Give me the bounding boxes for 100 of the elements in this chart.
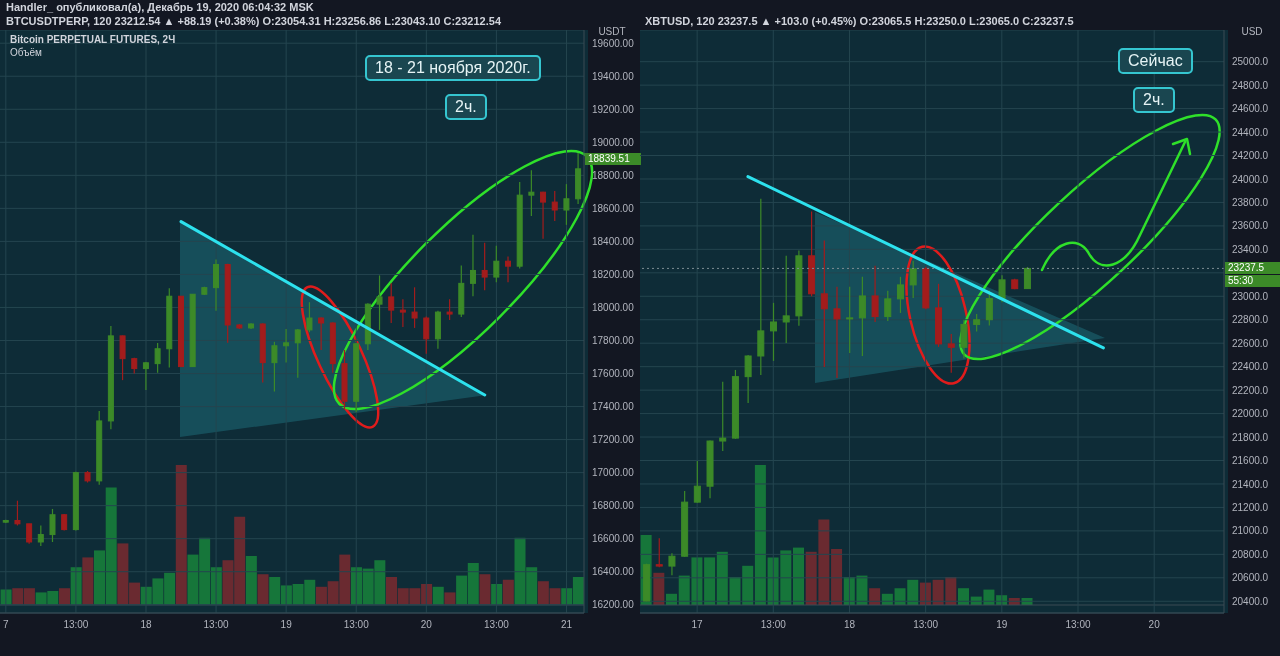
- y-tick-label: 24600.0: [1232, 103, 1269, 115]
- bar: [444, 592, 456, 605]
- chart-title: Bitcoin PERPETUAL FUTURES, 2Ч: [10, 34, 176, 45]
- annotation: 2ч.: [445, 94, 487, 120]
- candlestick: [884, 290, 892, 322]
- y-tick-label: 25000.0: [1232, 56, 1269, 68]
- candlestick: [376, 274, 383, 331]
- y-tick-label: 17800.00: [592, 335, 635, 347]
- candlestick: [1023, 266, 1031, 290]
- candlestick: [909, 260, 917, 299]
- candlestick: [26, 523, 33, 545]
- y-tick-label: 21800.0: [1232, 431, 1269, 443]
- y-tick-label: 17600.00: [592, 368, 635, 380]
- chart-title: Объём: [10, 47, 42, 58]
- x-tick-label: 20: [420, 619, 433, 631]
- y-tick-label: 24800.0: [1232, 79, 1269, 91]
- candlestick: [399, 298, 406, 328]
- y-tick-label: 24000.0: [1232, 173, 1269, 185]
- candlestick: [985, 289, 993, 327]
- candlestick: [411, 286, 418, 329]
- y-tick-label: 23400.0: [1232, 243, 1269, 255]
- candlestick: [998, 274, 1006, 303]
- candlestick: [306, 301, 313, 333]
- candlestick: [318, 316, 325, 351]
- bar: [245, 556, 257, 605]
- y-tick-label: 22200.0: [1232, 384, 1269, 396]
- x-tick-label: 21: [560, 619, 573, 631]
- y-axis-title: USD: [1240, 26, 1264, 37]
- candlestick: [782, 255, 790, 344]
- candlestick: [858, 276, 866, 357]
- candlestick: [820, 239, 828, 368]
- bar: [754, 465, 766, 605]
- y-tick-label: 17000.00: [592, 467, 635, 479]
- candlestick: [563, 183, 570, 226]
- x-tick-label: 19: [280, 619, 293, 631]
- candlestick: [744, 354, 752, 404]
- candlestick: [14, 500, 21, 527]
- candlestick: [960, 319, 968, 360]
- bar: [716, 551, 728, 605]
- candlestick: [423, 315, 430, 355]
- candlestick: [481, 242, 488, 291]
- x-tick-label: 18: [140, 619, 152, 631]
- y-tick-label: 21200.0: [1232, 501, 1269, 513]
- candlestick: [871, 265, 879, 323]
- y-tick-label: 21400.0: [1232, 478, 1269, 490]
- y-tick-label: 18600.00: [592, 202, 635, 214]
- y-tick-label: 19000.00: [592, 136, 635, 148]
- bar: [831, 549, 843, 605]
- candlestick: [528, 169, 535, 217]
- x-tick-label: 13:00: [760, 619, 787, 631]
- bar: [58, 588, 70, 605]
- x-tick-label: 7: [3, 619, 10, 631]
- y-tick-label: 18400.00: [592, 235, 635, 247]
- candlestick: [294, 328, 301, 379]
- candlestick: [655, 537, 663, 568]
- candlestick: [846, 286, 854, 354]
- y-axis-title: USDT: [597, 26, 627, 37]
- y-tick-label: 16400.00: [592, 566, 635, 578]
- y-tick-label: 16600.00: [592, 533, 635, 545]
- x-tick-label: 13:00: [343, 619, 370, 631]
- candlestick: [283, 328, 290, 364]
- x-tick-label: 13:00: [913, 619, 939, 631]
- candlestick: [49, 508, 56, 543]
- candlestick: [693, 460, 701, 504]
- candlestick: [896, 276, 904, 314]
- annotation: Сейчас: [1118, 48, 1193, 74]
- candlestick: [388, 282, 395, 324]
- candlestick: [947, 333, 955, 374]
- y-tick-label: 22600.0: [1232, 337, 1269, 349]
- y-tick-label: 23000.0: [1232, 290, 1269, 302]
- candlestick: [551, 190, 558, 222]
- bar: [257, 574, 269, 605]
- y-tick-label: 20400.0: [1232, 595, 1269, 607]
- chart-title: XBTUSD, 120 23237.5 ▲ +103.0 (+0.45%) O:23065.5 H:23250.0 L:23065.0 C:23237.5: [645, 15, 1074, 27]
- y-tick-label: 22400.0: [1232, 361, 1269, 373]
- candlestick: [142, 361, 149, 391]
- y-tick-label: 17400.00: [592, 401, 635, 413]
- x-tick-label: 13:00: [63, 619, 89, 631]
- y-tick-label: 18000.00: [592, 302, 635, 314]
- y-tick-label: 22000.0: [1232, 408, 1269, 420]
- x-tick-label: 13:00: [483, 619, 510, 631]
- text: Handler_ опубликовал(а), Декабрь 19, 2020 06:04:32 MSK: [6, 1, 314, 13]
- bar: [432, 586, 444, 605]
- candlestick: [37, 524, 44, 547]
- y-tick-label: 23800.0: [1232, 196, 1269, 208]
- y-tick-label: 19200.00: [592, 103, 635, 115]
- y-tick-label: 24200.0: [1232, 150, 1269, 162]
- x-tick-label: 17: [691, 619, 704, 631]
- y-tick-label: 24400.0: [1232, 126, 1269, 138]
- bar: [792, 547, 804, 605]
- candlestick: [154, 342, 161, 374]
- bar: [704, 557, 716, 605]
- y-tick-label: 23600.0: [1232, 220, 1269, 232]
- text: BTCUSDTPERP, 120 23212.54 ▲ +88.19 (+0.38%) O:23054.31 H:23256.86 L:23043.10 C:23212.54: [6, 15, 501, 27]
- y-tick-label: 20800.0: [1232, 548, 1269, 560]
- candlestick: [469, 234, 476, 297]
- text: 55:30: [1225, 275, 1280, 287]
- candlestick: [668, 552, 676, 576]
- candlestick: [446, 298, 453, 321]
- y-tick-label: 18200.00: [592, 268, 635, 280]
